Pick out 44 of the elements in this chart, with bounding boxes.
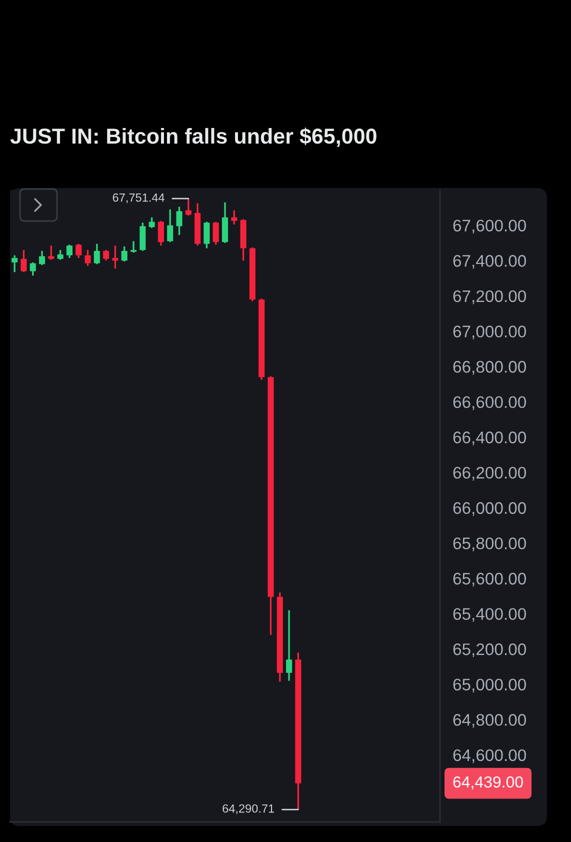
y-tick-label: 66,400.00 — [453, 432, 526, 446]
candlestick — [48, 244, 54, 261]
candlestick — [158, 220, 164, 246]
candlestick — [57, 249, 64, 261]
y-tick-label: 64,800.00 — [453, 714, 526, 728]
annotation: 64,290.71 — [222, 804, 274, 814]
candlestick — [112, 244, 118, 270]
candlestick — [185, 198, 192, 216]
y-tick-label: 67,600.00 — [453, 220, 526, 234]
y-tick-label: 66,800.00 — [453, 360, 526, 375]
y-tick-label: 65,600.00 — [453, 572, 526, 587]
candlestick — [103, 249, 110, 262]
candlestick — [66, 244, 72, 259]
annotation: 67,751.44 — [112, 193, 164, 204]
text: 64,439.00 — [453, 776, 523, 790]
candlestick — [204, 220, 210, 250]
candlestick — [231, 209, 238, 226]
y-tick-label: 65,800.00 — [453, 537, 526, 552]
y-tick-label: 65,000.00 — [453, 678, 526, 692]
y-tick-label: 66,600.00 — [453, 396, 526, 410]
y-tick-label: 64,600.00 — [453, 749, 526, 764]
candlestick — [148, 216, 155, 229]
chart-title: JUST IN: Bitcoin falls under $65,000 — [10, 128, 376, 147]
candlestick — [12, 254, 18, 273]
candlestick — [121, 246, 128, 262]
candlestick — [176, 206, 182, 236]
y-tick-label: 66,200.00 — [453, 466, 526, 481]
candlestick — [130, 240, 137, 254]
candlestick — [30, 262, 36, 276]
candlestick — [39, 250, 46, 266]
y-tick-label: 67,200.00 — [453, 290, 526, 304]
candlestick — [84, 249, 91, 267]
y-tick-label: 67,400.00 — [453, 255, 526, 269]
candlestick — [140, 222, 146, 252]
y-tick-label: 66,000.00 — [453, 502, 526, 516]
candlestick — [212, 220, 219, 246]
candlestick — [76, 243, 82, 259]
y-tick-label: 65,200.00 — [453, 643, 526, 658]
candlestick — [286, 609, 292, 682]
candlestick — [167, 208, 174, 243]
y-tick-label: 65,400.00 — [453, 608, 526, 622]
candlestick — [94, 243, 100, 265]
candlestick — [20, 249, 27, 273]
y-tick-label: 67,000.00 — [453, 326, 526, 340]
